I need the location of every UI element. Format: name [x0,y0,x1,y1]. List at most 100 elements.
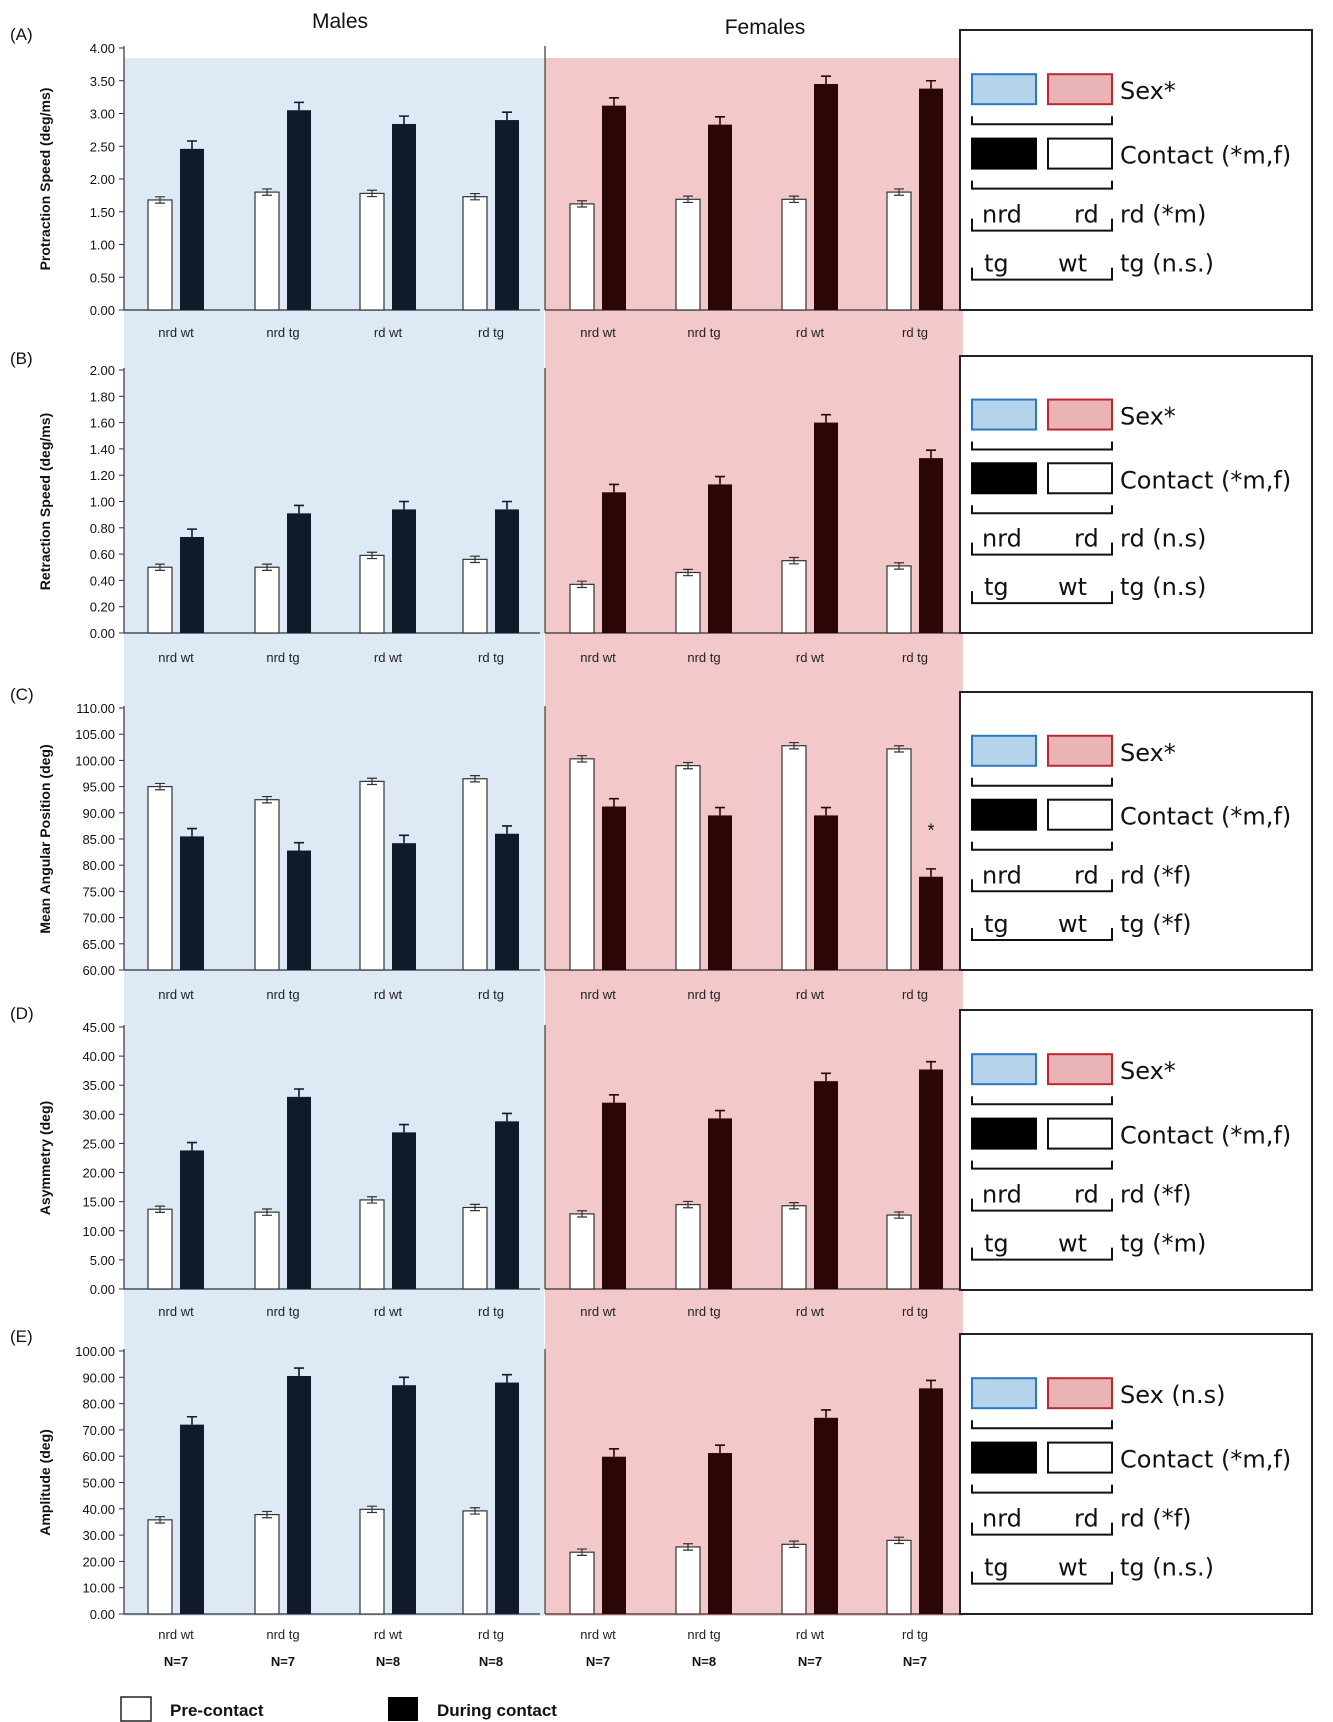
panel-d: (D) Asymmetry (deg) 0.00 5.00 10.00 15.00 20.0… [10,1004,1313,1319]
x-tick-label: rd wt [796,325,825,340]
tg-left-label: tg [984,1554,1009,1582]
bar-pre-contact [462,1510,488,1615]
rd-left-label: nrd [982,861,1022,889]
error-bar [399,834,409,844]
error-bar [367,551,377,560]
sex-stat: Sex* [1120,77,1176,105]
bar-pre-contact [886,1214,912,1290]
bar-during-contact [602,492,626,633]
y-tick-label: 0.00 [90,626,115,641]
y-tick-label: 60.00 [82,963,115,978]
bar-during-contact [495,1121,519,1289]
bar-during-contact [919,876,943,970]
error-bar [789,556,799,565]
bar-during-contact [814,1081,838,1289]
bar-pre-contact [254,1513,280,1615]
x-tick-label: nrd tg [266,650,299,665]
header-males: Males [312,10,368,33]
bar-pre-contact [359,192,385,311]
legend-pre-contact-swatch [120,1696,152,1722]
sex-male-swatch [971,398,1037,431]
error-bar [683,195,693,204]
y-tick-label: 70.00 [82,911,115,926]
sex-female-swatch [1047,1377,1113,1410]
sex-female-swatch [1047,1053,1113,1086]
tg-right-label: wt [1058,910,1087,938]
rd-right-label: rd [1074,525,1099,553]
error-bar [789,1202,799,1210]
error-bar [470,774,480,783]
error-bar [609,797,619,807]
x-tick-label: nrd tg [266,325,299,340]
x-tick-label: nrd wt [580,1627,616,1642]
x-tick-label: rd tg [478,987,504,1002]
stats-legend-box: Sex* Contact (*m,f) nrd rd rd (*f) tg wt tg (*f… [959,691,1313,971]
y-tick-label: 85.00 [82,832,115,847]
error-bar [502,1112,512,1122]
sex-stat: Sex (n.s) [1120,1381,1225,1409]
bar-pre-contact [462,196,488,311]
x-tick-label: rd wt [796,987,825,1002]
y-axis-label: Mean Angular Position (deg) [37,744,53,933]
error-bar [262,563,272,572]
x-tick-label: rd tg [902,325,928,340]
x-tick-label: rd wt [374,650,403,665]
contact-pre-swatch [1047,798,1113,831]
y-tick-label: 2.00 [90,172,115,187]
bracket [971,777,1113,787]
sex-female-swatch [1047,734,1113,767]
error-bar [715,1109,725,1119]
n-label-female: N=7 [586,1654,610,1669]
error-bar [577,755,587,763]
bar-during-contact [814,815,838,970]
bar-during-contact [180,1424,204,1614]
bar-during-contact [392,123,416,310]
error-bar [926,449,936,459]
bracket [971,879,1113,893]
bar-pre-contact [147,1208,173,1290]
rd-left-label: nrd [982,525,1022,553]
bar-during-contact [602,1102,626,1289]
x-tick-label: nrd wt [580,987,616,1002]
x-tick-label: rd wt [374,987,403,1002]
contact-during-swatch [971,1117,1037,1150]
error-bar [367,777,377,786]
y-tick-label: 30.00 [82,1107,115,1122]
error-bar [577,200,587,208]
bar-pre-contact [886,565,912,634]
x-tick-label: rd tg [478,325,504,340]
error-bar [715,115,725,125]
bar-pre-contact [675,198,701,311]
panel-c: (C) Mean Angular Position (deg) 60.00 65.00… [10,685,1313,1002]
contact-during-swatch [971,1441,1037,1474]
error-bar [294,1088,304,1097]
error-bar [155,196,165,204]
y-tick-label: 10.00 [82,1224,115,1239]
bracket [971,180,1113,190]
error-bar [715,475,725,485]
y-tick-label: 45.00 [82,1020,115,1035]
bar-pre-contact [569,583,595,634]
contact-pre-swatch [1047,1117,1113,1150]
y-tick-label: 105.00 [75,727,115,742]
contact-stat: Contact (*m,f) [1120,466,1291,494]
tg-right-label: wt [1058,250,1087,278]
bar-pre-contact [781,745,807,971]
bar-pre-contact [569,1551,595,1615]
panel-e: (E) Amplitude (deg) 0.00 10.00 20.00 30.00 40.… [10,1327,1313,1642]
panel-label: (D) [10,1004,34,1023]
error-bar [470,555,480,564]
error-bar [187,1415,197,1425]
bar-pre-contact [462,778,488,971]
y-tick-label: 100.00 [75,753,115,768]
bar-pre-contact [254,799,280,971]
y-tick-label: 1.40 [90,442,115,457]
error-bar [294,504,304,514]
bar-pre-contact [675,1546,701,1615]
y-axis-label: Amplitude (deg) [37,1429,53,1536]
tg-stat: tg (*f) [1120,910,1191,938]
error-bar [294,841,304,851]
error-bar [470,1507,480,1515]
bar-during-contact [287,110,311,310]
y-tick-label: 0.00 [90,303,115,318]
